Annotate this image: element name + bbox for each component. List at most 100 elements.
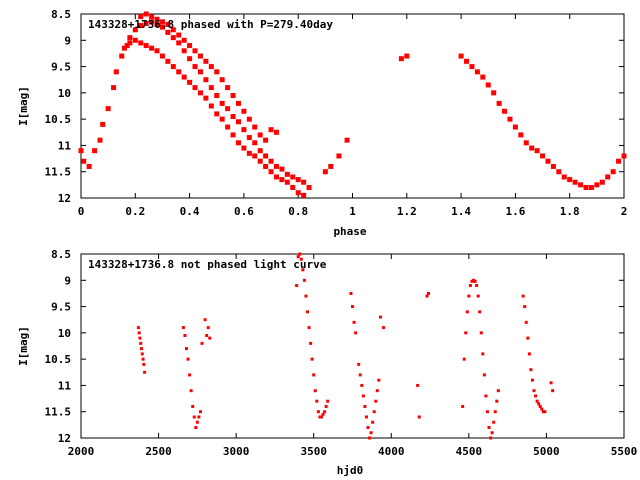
phased-data-point <box>540 153 546 159</box>
phased-data-point <box>469 64 475 70</box>
phased-data-point <box>621 153 627 159</box>
unphased-data-point <box>304 294 308 298</box>
phased-data-point <box>279 177 285 183</box>
unphased-data-point <box>534 394 538 398</box>
unphased-data-point <box>326 399 330 403</box>
unphased-data-point <box>427 291 431 295</box>
unphased-data-point <box>416 383 420 387</box>
unphased-data-point <box>375 389 379 393</box>
phased-data-point <box>246 135 252 141</box>
unphased-data-point <box>484 394 488 398</box>
phased-data-point <box>583 184 589 190</box>
unphased-data-point <box>472 278 476 282</box>
phased-data-point <box>187 56 193 62</box>
unphased-data-point <box>366 425 370 429</box>
phased-title: 143328+1736.8 phased with P=279.40day <box>88 18 333 31</box>
phased-x-tick-label: 1 <box>349 205 356 218</box>
phased-ticks: 0 0.2 0.4 0.6 0.8 1 1.2 1.4 1.6 1.8 2 8.5 9 9.5 10 10.5… <box>45 8 628 218</box>
unphased-data-point <box>363 404 367 408</box>
phased-x-tick-label: 1.8 <box>560 205 580 218</box>
unphased-data-point <box>368 436 372 440</box>
phased-data-point <box>165 22 171 28</box>
unphased-data-point <box>549 381 553 385</box>
phased-data-point <box>561 174 567 180</box>
phased-data-point <box>92 148 98 154</box>
phased-data-point <box>290 174 296 180</box>
unphased-data-point <box>481 352 485 356</box>
unphased-data-point <box>302 278 306 282</box>
phased-data-point <box>241 145 247 151</box>
unphased-data-point <box>529 368 533 372</box>
phased-x-tick-label: 0.4 <box>180 205 200 218</box>
phased-data-point <box>225 85 231 91</box>
unphased-data-point <box>138 336 142 340</box>
unphased-data-point <box>186 357 190 361</box>
unphased-data-point <box>526 336 530 340</box>
phased-data-point <box>322 169 328 175</box>
unphased-data-point <box>354 331 358 335</box>
unphased-data-point <box>493 410 497 414</box>
unphased-data-point <box>364 415 368 419</box>
phased-data-point <box>235 119 241 125</box>
unphased-x-tick-label: 5000 <box>533 445 560 458</box>
phased-data-point <box>165 29 171 35</box>
unphased-data-point <box>360 383 364 387</box>
unphased-data-point <box>197 415 201 419</box>
unphased-data-point <box>361 394 365 398</box>
phased-x-tick-label: 0 <box>78 205 85 218</box>
unphased-data-point <box>478 310 482 314</box>
unphased-data-point <box>319 415 323 419</box>
phased-y-tick-label: 8.5 <box>51 8 71 21</box>
phased-data-point <box>78 148 84 154</box>
phased-data-point <box>219 77 225 83</box>
phased-data-point <box>159 24 165 30</box>
phased-data-point <box>295 190 301 196</box>
phased-data-point <box>328 163 334 169</box>
phased-x-tick-label: 0.6 <box>234 205 254 218</box>
phased-data-point <box>219 100 225 106</box>
unphased-data-point <box>313 389 317 393</box>
phased-data-point <box>197 69 203 75</box>
phased-data-point <box>149 19 155 25</box>
phased-data-point <box>132 27 138 33</box>
phased-data-point <box>257 132 263 138</box>
unphased-data-point <box>296 255 300 259</box>
unphased-data-point <box>479 331 483 335</box>
unphased-data-point <box>183 333 187 337</box>
phased-data-point <box>81 158 87 164</box>
unphased-data-point <box>309 341 313 345</box>
phased-data-point <box>208 103 214 109</box>
phased-data-point <box>572 179 578 185</box>
unphased-data-point <box>206 326 210 330</box>
phased-data-point <box>176 69 182 75</box>
unphased-x-axis-label: hjd0 <box>337 464 364 477</box>
unphased-y-tick-label: 9 <box>64 274 71 287</box>
phased-data-point <box>485 82 491 88</box>
phased-data-point <box>284 171 290 177</box>
unphased-x-tick-label: 4500 <box>456 445 483 458</box>
unphased-data-point <box>357 362 361 366</box>
unphased-data-point <box>299 257 303 261</box>
phased-data-point <box>404 53 410 59</box>
phased-y-tick-label: 11.5 <box>45 166 72 179</box>
phased-data-point <box>252 153 258 159</box>
phased-data-point <box>246 150 252 156</box>
phased-data-point <box>181 74 187 80</box>
unphased-data-point <box>351 305 354 309</box>
phased-data-point <box>170 35 176 41</box>
unphased-data-point <box>200 341 204 345</box>
unphased-x-tick-label: 2000 <box>68 445 95 458</box>
unphased-data-point <box>198 410 202 414</box>
phased-data-point <box>273 163 279 169</box>
phased-data-point <box>241 108 247 114</box>
phased-data-point <box>241 127 247 133</box>
unphased-title: 143328+1736.8 not phased light curve <box>88 258 327 271</box>
unphased-data-point <box>301 268 305 272</box>
phased-data-point <box>203 95 209 101</box>
unphased-data-point <box>492 420 496 424</box>
unphased-data-point <box>181 326 185 330</box>
unphased-data-point <box>371 420 375 424</box>
phased-data-point <box>219 116 225 122</box>
unphased-data-point <box>137 331 141 335</box>
phased-data-point <box>230 92 236 98</box>
